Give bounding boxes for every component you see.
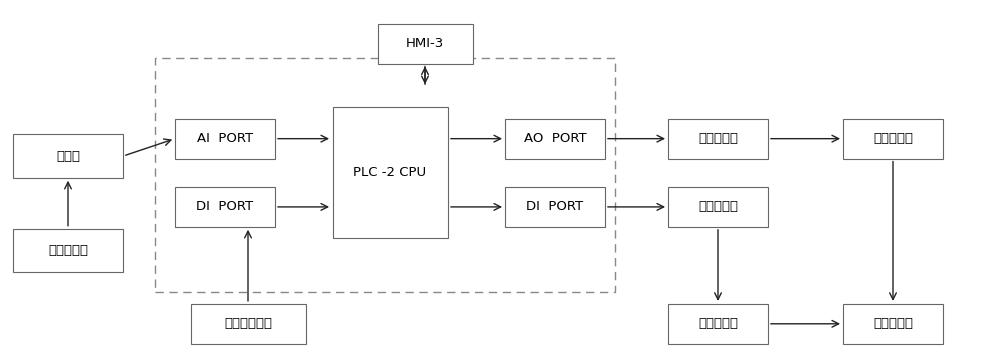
Bar bbox=[175, 187, 275, 227]
Bar bbox=[668, 187, 768, 227]
Bar bbox=[175, 119, 275, 159]
Text: 流量变送器: 流量变送器 bbox=[48, 244, 88, 257]
Text: 外部控制开关: 外部控制开关 bbox=[224, 317, 272, 330]
Text: 信号隔离器: 信号隔离器 bbox=[698, 132, 738, 145]
Bar bbox=[668, 119, 768, 159]
Bar bbox=[843, 119, 943, 159]
Text: DI  PORT: DI PORT bbox=[196, 200, 254, 213]
Text: 气动调节阀: 气动调节阀 bbox=[873, 317, 913, 330]
Bar bbox=[155, 58, 615, 292]
Text: 中间继电器: 中间继电器 bbox=[698, 200, 738, 213]
Bar bbox=[505, 119, 605, 159]
Bar bbox=[668, 304, 768, 344]
Bar bbox=[13, 229, 123, 272]
Bar bbox=[13, 134, 123, 178]
Text: 阀门定位器: 阀门定位器 bbox=[873, 132, 913, 145]
Bar bbox=[378, 24, 473, 64]
Bar bbox=[505, 187, 605, 227]
Text: HMI-3: HMI-3 bbox=[406, 37, 444, 50]
Bar bbox=[190, 304, 306, 344]
Text: DI  PORT: DI PORT bbox=[526, 200, 584, 213]
Text: 配电器: 配电器 bbox=[56, 150, 80, 163]
Bar bbox=[843, 304, 943, 344]
Bar bbox=[332, 107, 448, 238]
Text: AO  PORT: AO PORT bbox=[524, 132, 586, 145]
Text: 电磁换向阀: 电磁换向阀 bbox=[698, 317, 738, 330]
Text: AI  PORT: AI PORT bbox=[197, 132, 253, 145]
Text: PLC -2 CPU: PLC -2 CPU bbox=[353, 166, 427, 179]
